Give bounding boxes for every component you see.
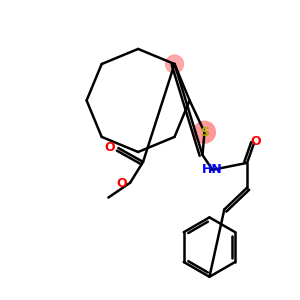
Text: HN: HN	[202, 163, 223, 176]
Text: O: O	[117, 177, 127, 190]
Text: S: S	[200, 126, 209, 139]
Circle shape	[194, 121, 215, 143]
Text: O: O	[251, 135, 261, 148]
Circle shape	[166, 55, 184, 73]
Text: O: O	[105, 140, 115, 154]
